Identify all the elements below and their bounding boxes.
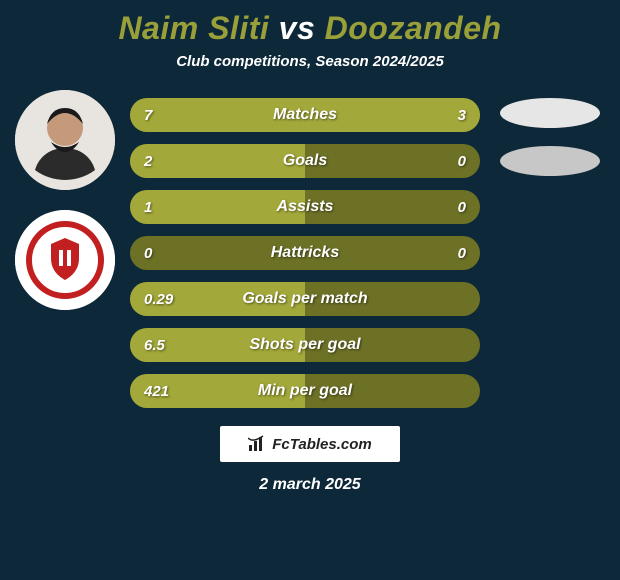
stat-bar: 421 Min per goal <box>130 374 480 408</box>
stat-value-right: 3 <box>458 107 466 124</box>
stat-bar: 1 Assists 0 <box>130 190 480 224</box>
stat-value-left: 0 <box>144 245 152 262</box>
comparison-card: Naim Sliti vs Doozandeh Club competition… <box>0 0 620 580</box>
person-icon <box>15 90 115 190</box>
avatars-column <box>0 70 130 310</box>
subtitle: Club competitions, Season 2024/2025 <box>0 53 620 70</box>
stat-value-right: 0 <box>458 153 466 170</box>
stat-value-left: 7 <box>144 107 152 124</box>
date-line: 2 march 2025 <box>0 476 620 494</box>
stat-label: Goals <box>283 152 327 170</box>
stat-label: Min per goal <box>258 382 352 400</box>
stats-column: 7 Matches 3 2 Goals 0 1 Assists 0 0 Hattricks 0 0.29… <box>130 70 480 408</box>
stat-bar: 0.29 Goals per match <box>130 282 480 316</box>
stat-label: Hattricks <box>271 244 339 262</box>
stat-value-left: 0.29 <box>144 291 173 308</box>
stat-label: Shots per goal <box>249 336 360 354</box>
title: Naim Sliti vs Doozandeh <box>0 0 620 47</box>
stat-bar: 6.5 Shots per goal <box>130 328 480 362</box>
body-row: 7 Matches 3 2 Goals 0 1 Assists 0 0 Hattricks 0 0.29… <box>0 70 620 408</box>
bar-chart-icon <box>248 435 266 453</box>
player2-ellipse <box>500 146 600 176</box>
ellipses-column <box>480 70 620 176</box>
stat-label: Goals per match <box>242 290 367 308</box>
stat-bar: 0 Hattricks 0 <box>130 236 480 270</box>
stat-label: Assists <box>277 198 334 216</box>
stat-value-right: 0 <box>458 199 466 216</box>
stat-label: Matches <box>273 106 337 124</box>
player1-avatar <box>15 90 115 190</box>
player1-ellipse <box>500 98 600 128</box>
stat-value-left: 2 <box>144 153 152 170</box>
stat-value-right: 0 <box>458 245 466 262</box>
brand-text: FcTables.com <box>272 436 371 453</box>
stat-value-left: 1 <box>144 199 152 216</box>
stat-bar: 7 Matches 3 <box>130 98 480 132</box>
brand-badge[interactable]: FcTables.com <box>220 426 400 462</box>
title-separator: vs <box>279 10 316 46</box>
stat-bar: 2 Goals 0 <box>130 144 480 178</box>
player1-name: Naim Sliti <box>118 10 269 46</box>
stat-value-left: 6.5 <box>144 337 165 354</box>
player2-name: Doozandeh <box>325 10 502 46</box>
stat-value-left: 421 <box>144 383 169 400</box>
player2-club-badge <box>15 210 115 310</box>
shield-icon <box>15 210 115 310</box>
stat-fill-left <box>130 144 305 178</box>
